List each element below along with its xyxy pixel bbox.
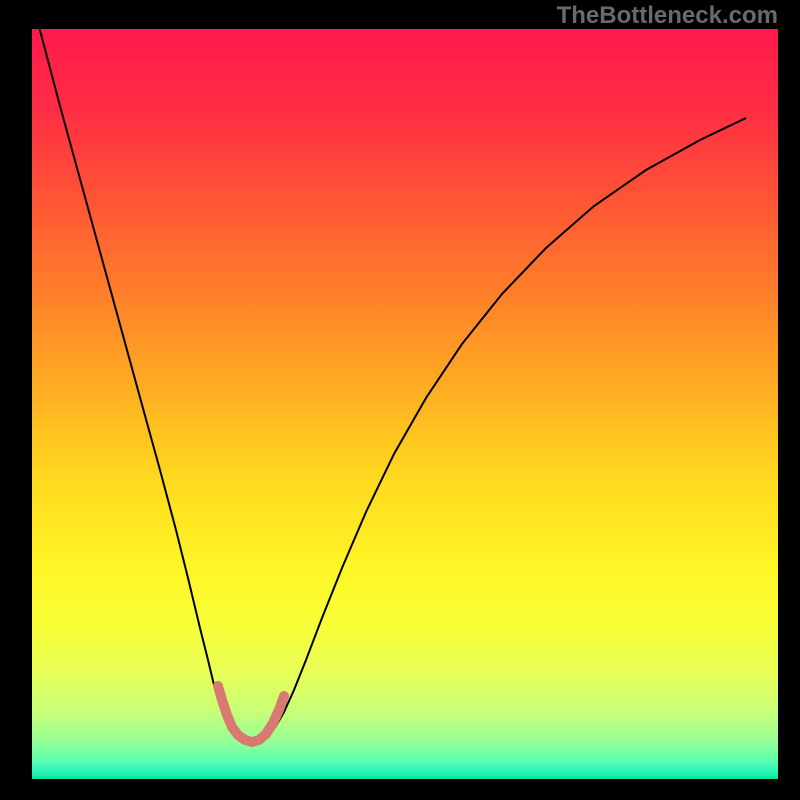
- bottleneck-curve: [32, 0, 746, 744]
- curve-overlay: [0, 0, 800, 800]
- plot-area: [32, 29, 778, 779]
- dip-marker: [218, 686, 284, 742]
- watermark-text: TheBottleneck.com: [557, 2, 778, 30]
- chart-container: TheBottleneck.com: [0, 0, 800, 800]
